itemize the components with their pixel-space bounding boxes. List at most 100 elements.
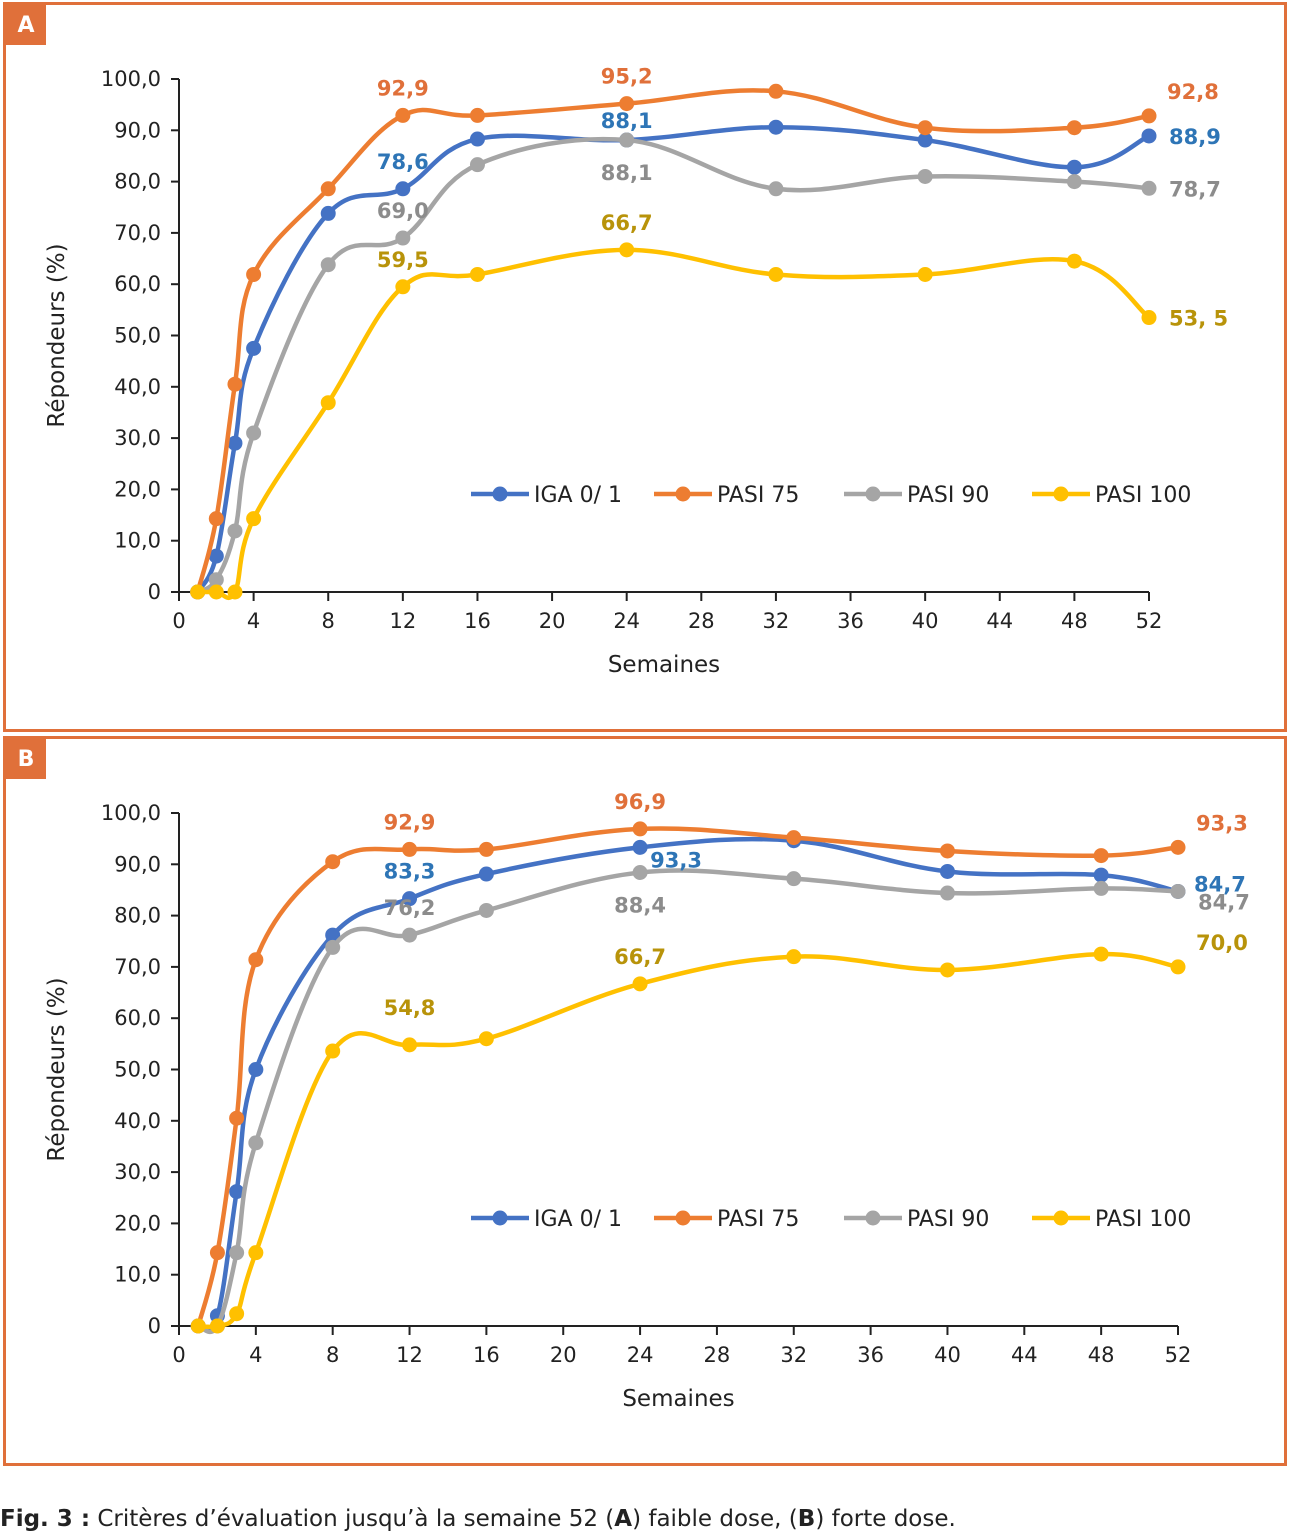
- data-point: [208, 572, 224, 588]
- data-label: 83,3: [384, 860, 436, 884]
- data-point: [469, 131, 485, 147]
- x-tick-label: 28: [704, 1343, 731, 1367]
- legend-item-4: PASI 100: [1032, 1207, 1191, 1232]
- x-tick-label: 4: [247, 609, 260, 633]
- data-point: [229, 1184, 245, 1200]
- data-point: [1141, 108, 1157, 124]
- data-point: [227, 584, 243, 600]
- series-line-1: [197, 836, 1179, 1332]
- data-label: 78,7: [1169, 177, 1221, 201]
- legend-label: PASI 75: [717, 483, 799, 508]
- series-line-3: [196, 136, 1150, 595]
- data-point: [320, 395, 336, 411]
- x-tick-label: 4: [249, 1343, 262, 1367]
- figure-caption: Fig. 3 : Critères d’évaluation jusqu’à l…: [0, 1506, 956, 1532]
- legend-item-4: PASI 100: [1032, 483, 1191, 508]
- x-tick-label: 12: [389, 609, 416, 633]
- y-axis-label: Répondeurs (%): [44, 977, 70, 1161]
- legend-item-2: PASI 75: [654, 483, 799, 508]
- x-tick-label: 40: [934, 1343, 961, 1367]
- series-line-4: [198, 951, 1179, 1330]
- data-point: [208, 511, 224, 527]
- data-label: 78,6: [377, 150, 429, 174]
- y-tick-label: 10,0: [114, 529, 161, 553]
- data-point: [229, 1245, 245, 1261]
- data-label: 95,2: [601, 65, 653, 89]
- data-label: 70,0: [1196, 931, 1248, 955]
- series-line-1: [195, 124, 1151, 594]
- caption-text-3: ) forte dose.: [815, 1506, 956, 1532]
- data-point: [917, 266, 933, 282]
- legend-swatch-marker: [1053, 486, 1069, 502]
- data-point: [1093, 880, 1109, 896]
- y-tick-label: 30,0: [114, 426, 161, 450]
- data-point: [402, 927, 418, 943]
- y-tick-label: 100,0: [101, 801, 161, 825]
- x-tick-label: 20: [550, 1343, 577, 1367]
- data-point: [402, 1037, 418, 1053]
- data-point: [1093, 946, 1109, 962]
- data-point: [320, 205, 336, 221]
- legend-swatch-marker: [1053, 1210, 1069, 1226]
- chart-b: 0 10,0 20,0 30,0 40,0 50,0 60,0 70,0 80,0 90,0 100…: [44, 790, 1250, 1412]
- legend-swatch-marker: [492, 486, 508, 502]
- legend-item-2: PASI 75: [654, 1207, 799, 1232]
- legend-label: IGA 0/ 1: [534, 483, 622, 508]
- y-tick-label: 100,0: [101, 67, 161, 91]
- caption-bold-a: A: [614, 1506, 633, 1532]
- caption-bold-b: B: [797, 1506, 816, 1532]
- data-point: [325, 1043, 341, 1059]
- data-point: [632, 821, 648, 837]
- data-point: [619, 132, 635, 148]
- x-tick-label: 20: [539, 609, 566, 633]
- y-tick-label: 80,0: [114, 904, 161, 928]
- x-tick-label: 48: [1088, 1343, 1115, 1367]
- data-label: 84,7: [1194, 872, 1246, 896]
- data-point: [1066, 174, 1082, 190]
- data-point: [939, 962, 955, 978]
- data-point: [1066, 120, 1082, 136]
- data-label: 88,1: [601, 161, 653, 185]
- x-tick-label: 44: [986, 609, 1013, 633]
- data-point: [1170, 839, 1186, 855]
- data-point: [208, 584, 224, 600]
- legend-label: PASI 100: [1095, 1207, 1191, 1232]
- data-label: 84,7: [1198, 890, 1250, 914]
- y-tick-label: 0: [148, 580, 161, 604]
- y-tick-label: 90,0: [114, 118, 161, 142]
- data-label: 92,8: [1167, 80, 1219, 104]
- data-point: [478, 1031, 494, 1047]
- data-point: [632, 865, 648, 881]
- data-point: [786, 871, 802, 887]
- data-point: [469, 107, 485, 123]
- data-label: 93,3: [1196, 811, 1248, 835]
- data-point: [1093, 867, 1109, 883]
- data-point: [1141, 128, 1157, 144]
- data-point: [478, 902, 494, 918]
- legend-swatch-marker: [865, 486, 881, 502]
- data-point: [768, 83, 784, 99]
- panel-b-tag: B: [6, 739, 46, 779]
- x-tick-label: 8: [322, 609, 335, 633]
- data-point: [402, 841, 418, 857]
- data-label: 53, 5: [1169, 307, 1228, 331]
- y-tick-label: 70,0: [114, 221, 161, 245]
- data-point: [248, 1062, 264, 1077]
- x-axis-label: Semaines: [608, 652, 720, 678]
- data-label: 66,7: [614, 945, 666, 969]
- x-tick-label: 8: [326, 1343, 339, 1367]
- series-line-2: [196, 826, 1179, 1327]
- legend-swatch-marker: [675, 1210, 691, 1226]
- caption-text-2: ) faible dose, (: [632, 1506, 798, 1532]
- data-point: [1141, 180, 1157, 196]
- data-point: [939, 843, 955, 859]
- y-tick-label: 80,0: [114, 170, 161, 194]
- x-tick-label: 24: [627, 1343, 654, 1367]
- y-tick-label: 40,0: [114, 1109, 161, 1133]
- legend-label: PASI 75: [717, 1207, 799, 1232]
- data-label: 54,8: [384, 996, 436, 1020]
- x-tick-label: 28: [688, 609, 715, 633]
- data-label: 69,0: [377, 199, 429, 223]
- data-point: [248, 1245, 264, 1261]
- y-tick-label: 60,0: [114, 272, 161, 296]
